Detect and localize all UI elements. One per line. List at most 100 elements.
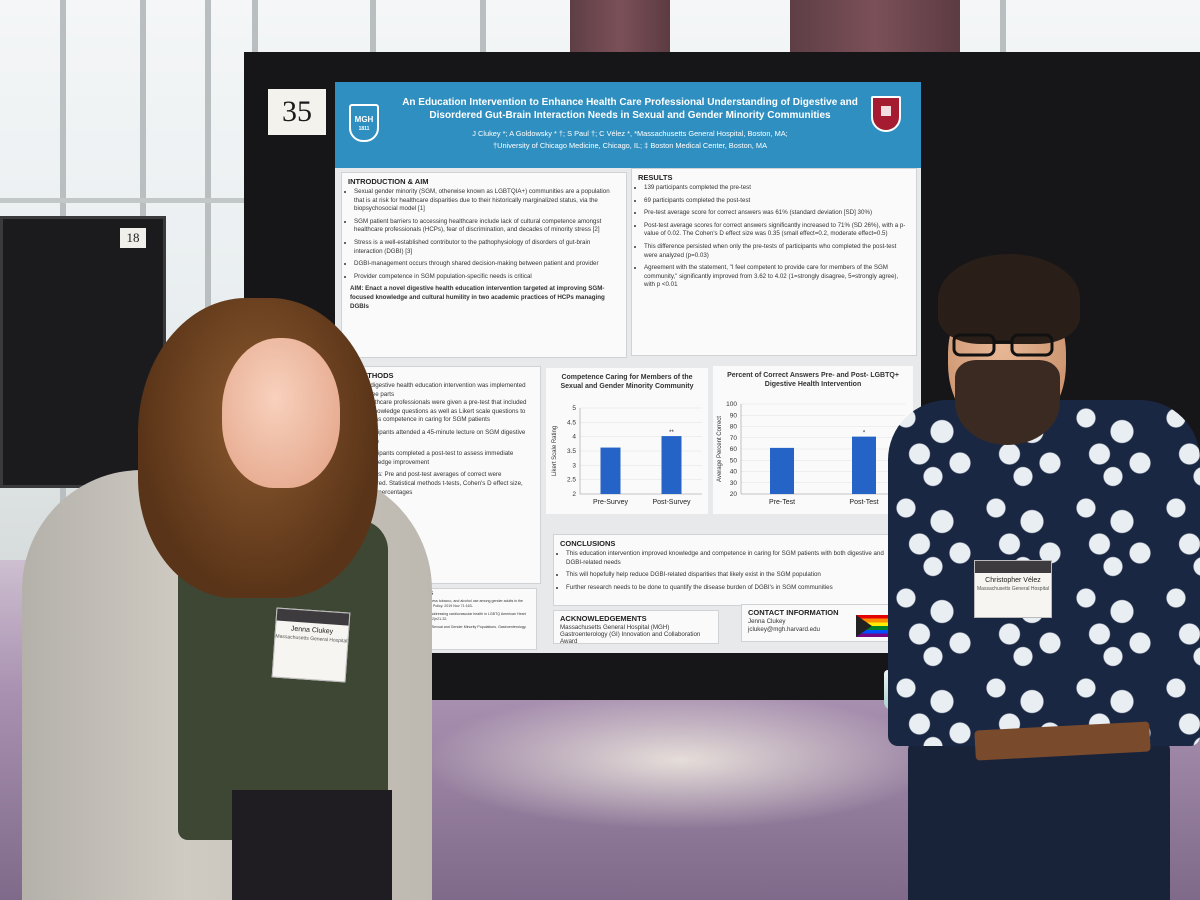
y-tick-label: 4.5: [567, 419, 576, 426]
badge-header: [975, 561, 1051, 573]
curtain: [570, 0, 670, 60]
intro-bullet: Provider competence in SGM population-sp…: [354, 273, 618, 282]
y-tick-label: 30: [730, 480, 738, 487]
results-bullet: This difference persisted when only the …: [644, 243, 908, 260]
window-mullion: [205, 0, 211, 560]
y-tick-label: 100: [726, 401, 737, 408]
woman-face: [222, 338, 340, 488]
results-heading: RESULTS: [638, 173, 673, 182]
badge-name: Christopher Vélez: [985, 577, 1041, 584]
x-tick-label: Pre-Test: [769, 499, 795, 506]
y-tick-label: 80: [730, 424, 738, 431]
harvard-shield-icon: [871, 96, 901, 132]
sunlight-patch: [420, 690, 940, 830]
percent-correct-chart-svg: 100 90 80 70 60 50 40 30 20 Average Percent Corre…: [717, 401, 905, 506]
man-beard: [955, 360, 1060, 445]
poster-title: An Education Intervention to Enhance Hea…: [402, 97, 858, 121]
contact-email: jclukey@mgh.harvard.edu: [748, 625, 820, 633]
x-tick-label: Post-Survey: [652, 499, 691, 506]
intro-bullet: Stress is a well-established contributor…: [354, 239, 618, 256]
y-tick-label: 50: [730, 457, 738, 464]
results-bullet: 69 participants completed the post-test: [644, 197, 908, 206]
y-tick-label: 5: [572, 405, 576, 412]
man-hair: [938, 254, 1080, 344]
results-section: RESULTS 139 participants completed the p…: [631, 168, 917, 356]
mgh-logo: MGH 1811: [349, 104, 379, 142]
y-tick-label: 4: [572, 434, 576, 441]
bar: [661, 436, 682, 494]
results-bullet: Pre-test average score for correct answe…: [644, 209, 908, 218]
methods-bullets: Healthcare professionals were given a pr…: [350, 399, 540, 467]
bar: [852, 436, 876, 494]
y-axis-label: Average Percent Correct: [717, 416, 723, 482]
methods-heading: METHODS: [356, 371, 394, 380]
significance-marker: **: [669, 430, 674, 436]
name-badge-left: Jenna Clukey Massachusetts General Hospi…: [271, 607, 351, 683]
bar: [600, 447, 621, 494]
acknowledgements-section: ACKNOWLEDGEMENTS Massachusetts General H…: [553, 610, 719, 645]
percent-correct-chart: Percent of Correct Answers Pre- and Post…: [713, 366, 913, 514]
intro-section: INTRODUCTION & AIM Sexual gender minorit…: [341, 172, 627, 358]
progress-pride-flag-icon: [856, 615, 894, 637]
intro-bullet: Sexual gender minority (SGM, otherwise k…: [354, 188, 618, 214]
reference-item: S et al. Cigarette, smokeless tobacco, a…: [392, 599, 524, 608]
board-number: 35: [268, 89, 326, 135]
y-tick-label: 40: [730, 469, 738, 476]
results-bullets: 139 participants completed the pre-test …: [632, 184, 916, 290]
window-transom: [0, 198, 260, 203]
y-tick-label: 20: [730, 491, 738, 498]
conclusions-bullet: This will hopefully help reduce DGBI-rel…: [566, 571, 888, 580]
significance-marker: *: [863, 431, 866, 437]
intro-heading: INTRODUCTION & AIM: [348, 177, 429, 186]
intro-bullet: SGM patient barriers to accessing health…: [354, 218, 618, 235]
contact-section: CONTACT INFORMATION Jenna Clukey jclukey…: [741, 604, 899, 642]
methods-analysis: Analysis: Pre and post-test averages of …: [358, 471, 523, 496]
y-tick-label: 2: [572, 491, 576, 498]
y-tick-label: 3.5: [567, 448, 576, 455]
methods-intro: The digestive health education intervent…: [358, 382, 526, 398]
results-bullet: 139 participants completed the pre-test: [644, 184, 908, 193]
acknowledgements-heading: ACKNOWLEDGEMENTS: [560, 614, 647, 623]
chart-title: Percent of Correct Answers Pre- and Post…: [727, 372, 899, 388]
conclusions-bullet: This education intervention improved kno…: [566, 550, 888, 567]
woman-pants: [232, 790, 392, 900]
methods-bullet: Healthcare professionals were given a pr…: [362, 399, 532, 425]
y-tick-label: 70: [730, 435, 738, 442]
man-pants: [908, 740, 1170, 900]
y-axis-label: Likert Scale Rating: [552, 426, 558, 476]
research-poster: MGH 1811 An Education Intervention to En…: [335, 82, 921, 653]
chart-title: Competence Caring for Members of the Sex…: [560, 374, 694, 390]
name-badge-right: Christopher Vélez Massachusetts General …: [974, 560, 1052, 618]
acknowledgements-text: Massachusetts General Hospital (MGH) Gas…: [560, 624, 701, 645]
y-tick-label: 2.5: [567, 477, 576, 484]
bar: [770, 447, 794, 494]
results-bullet: Post-test average scores for correct ans…: [644, 222, 908, 239]
y-tick-label: 60: [730, 446, 738, 453]
x-tick-label: Pre-Survey: [593, 499, 629, 506]
mgh-logo-text: MGH: [354, 115, 374, 124]
mgh-logo-year: 1811: [358, 126, 370, 132]
methods-bullet: Participants completed a post-test to as…: [362, 450, 532, 467]
results-bullet: Agreement with the statement, "I feel co…: [644, 264, 908, 290]
contact-name: Jenna Clukey: [748, 618, 786, 625]
conclusions-section: CONCLUSIONS This education intervention …: [553, 534, 897, 606]
side-board-number: 18: [120, 228, 146, 248]
conclusions-heading: CONCLUSIONS: [560, 539, 616, 548]
intro-aim: AIM: Enact a novel digestive health educ…: [350, 285, 605, 310]
eyeglasses-icon: [952, 333, 1054, 357]
poster-header: MGH 1811 An Education Intervention to En…: [335, 82, 921, 168]
intro-bullet: DGBI-management occurs through shared de…: [354, 260, 618, 269]
authors-affiliations: †University of Chicago Medicine, Chicago…: [493, 141, 767, 150]
contact-heading: CONTACT INFORMATION: [748, 608, 839, 617]
y-tick-label: 3: [572, 462, 576, 469]
curtain: [790, 0, 960, 60]
competence-chart-svg: 5 4.5 4 3.5 3 2.5 2 Likert Scale Rating Pre-Surv…: [552, 405, 702, 506]
poster-authors: J Clukey *; A Goldowsky * †; S Paul †; C…: [395, 128, 865, 152]
conclusions-bullet: Further research needs to be done to qua…: [566, 584, 888, 593]
authors-line: J Clukey *; A Goldowsky * †; S Paul †; C…: [472, 129, 788, 138]
x-tick-label: Post-Test: [849, 499, 878, 506]
badge-org: Massachusetts General Hospital: [977, 586, 1049, 592]
conclusions-bullets: This education intervention improved kno…: [554, 550, 896, 592]
y-tick-label: 90: [730, 412, 738, 419]
